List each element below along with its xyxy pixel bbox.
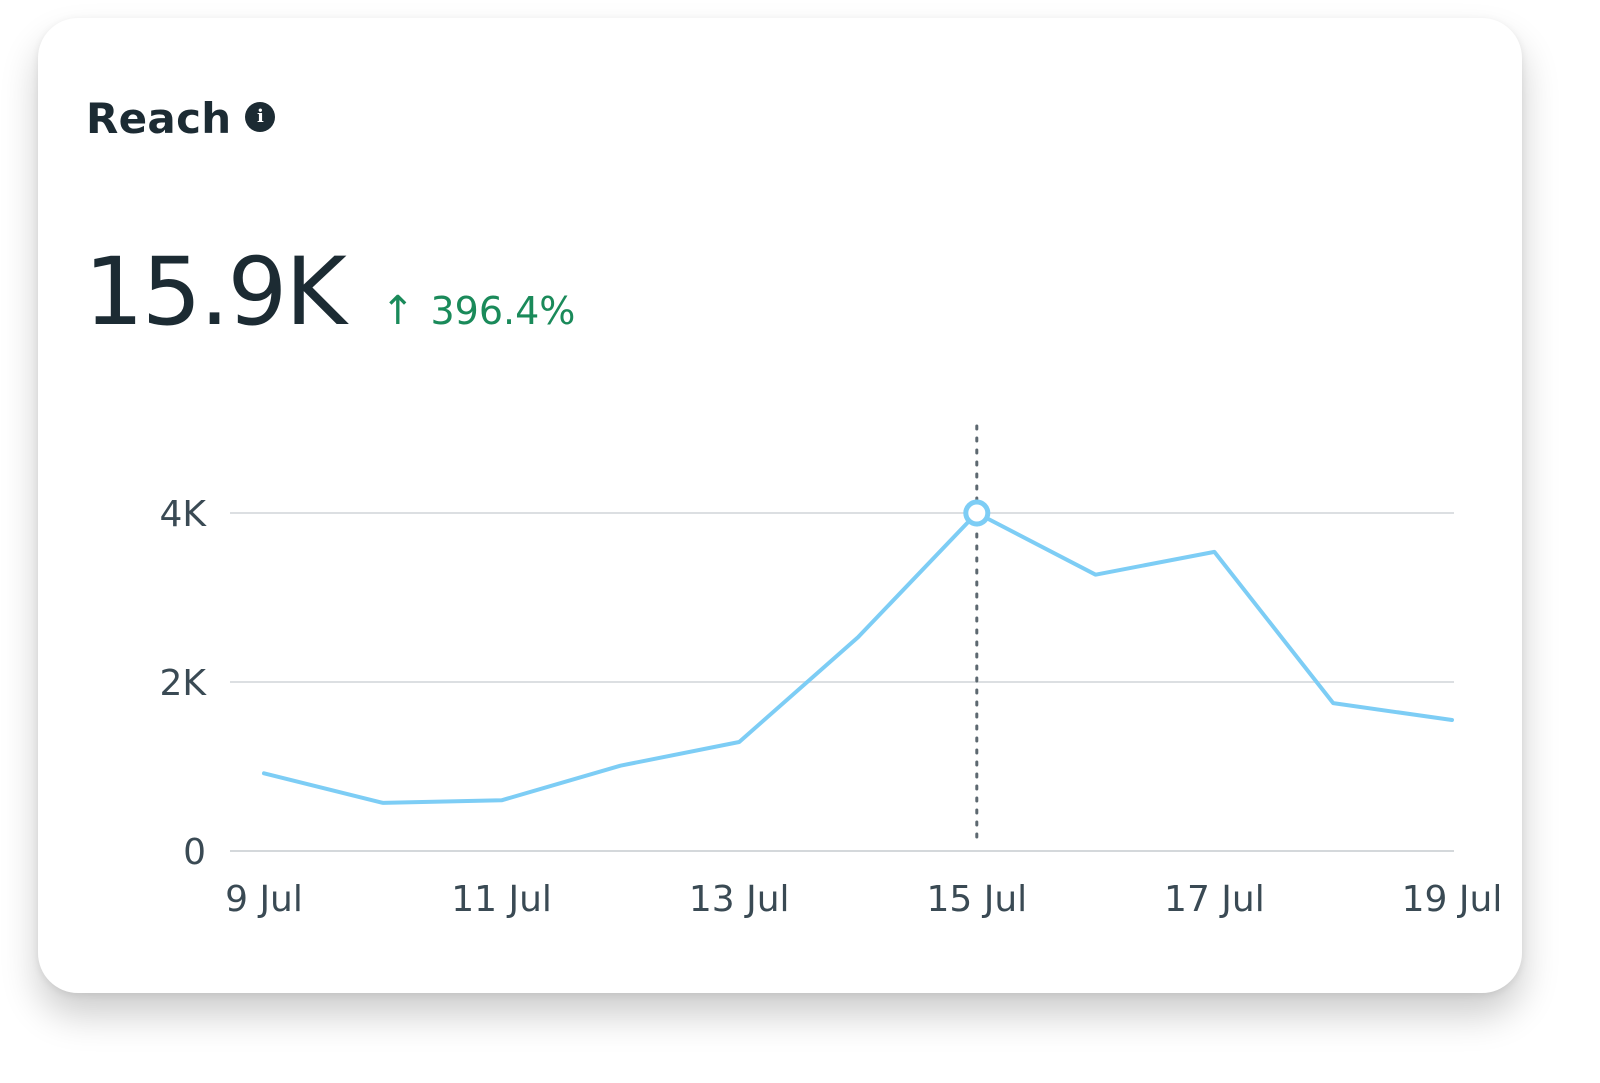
metric-value: 15.9K — [84, 238, 347, 347]
card-title: Reach — [86, 94, 232, 143]
reach-card: Reach i 15.9K ↑ 396.4% 0 2K 4K 9 Jul 11 Jul 1… — [38, 18, 1522, 993]
delta-value: 396.4% — [430, 289, 576, 333]
x-tick-label: 19 Jul — [1402, 879, 1503, 920]
x-tick-label: 13 Jul — [689, 879, 790, 920]
arrow-up-icon: ↑ — [380, 288, 415, 334]
reach-line-chart[interactable]: 0 2K 4K 9 Jul 11 Jul 13 Jul 15 Jul 17 Jul 19 Jul — [38, 18, 1522, 993]
y-tick-label: 2K — [159, 663, 207, 704]
metric-row: 15.9K ↑ 396.4% — [84, 238, 575, 347]
delta-indicator: ↑ 396.4% — [381, 288, 575, 334]
highlight-point — [963, 499, 991, 527]
info-icon[interactable]: i — [245, 101, 276, 132]
x-tick-label: 15 Jul — [926, 879, 1027, 920]
x-tick-label: 9 Jul — [225, 879, 303, 920]
y-tick-label: 4K — [159, 494, 207, 535]
x-tick-label: 17 Jul — [1164, 879, 1265, 920]
y-tick-label: 0 — [183, 832, 206, 873]
title-row: Reach i — [86, 94, 276, 143]
x-tick-label: 11 Jul — [451, 879, 552, 920]
series-line — [262, 511, 1454, 805]
